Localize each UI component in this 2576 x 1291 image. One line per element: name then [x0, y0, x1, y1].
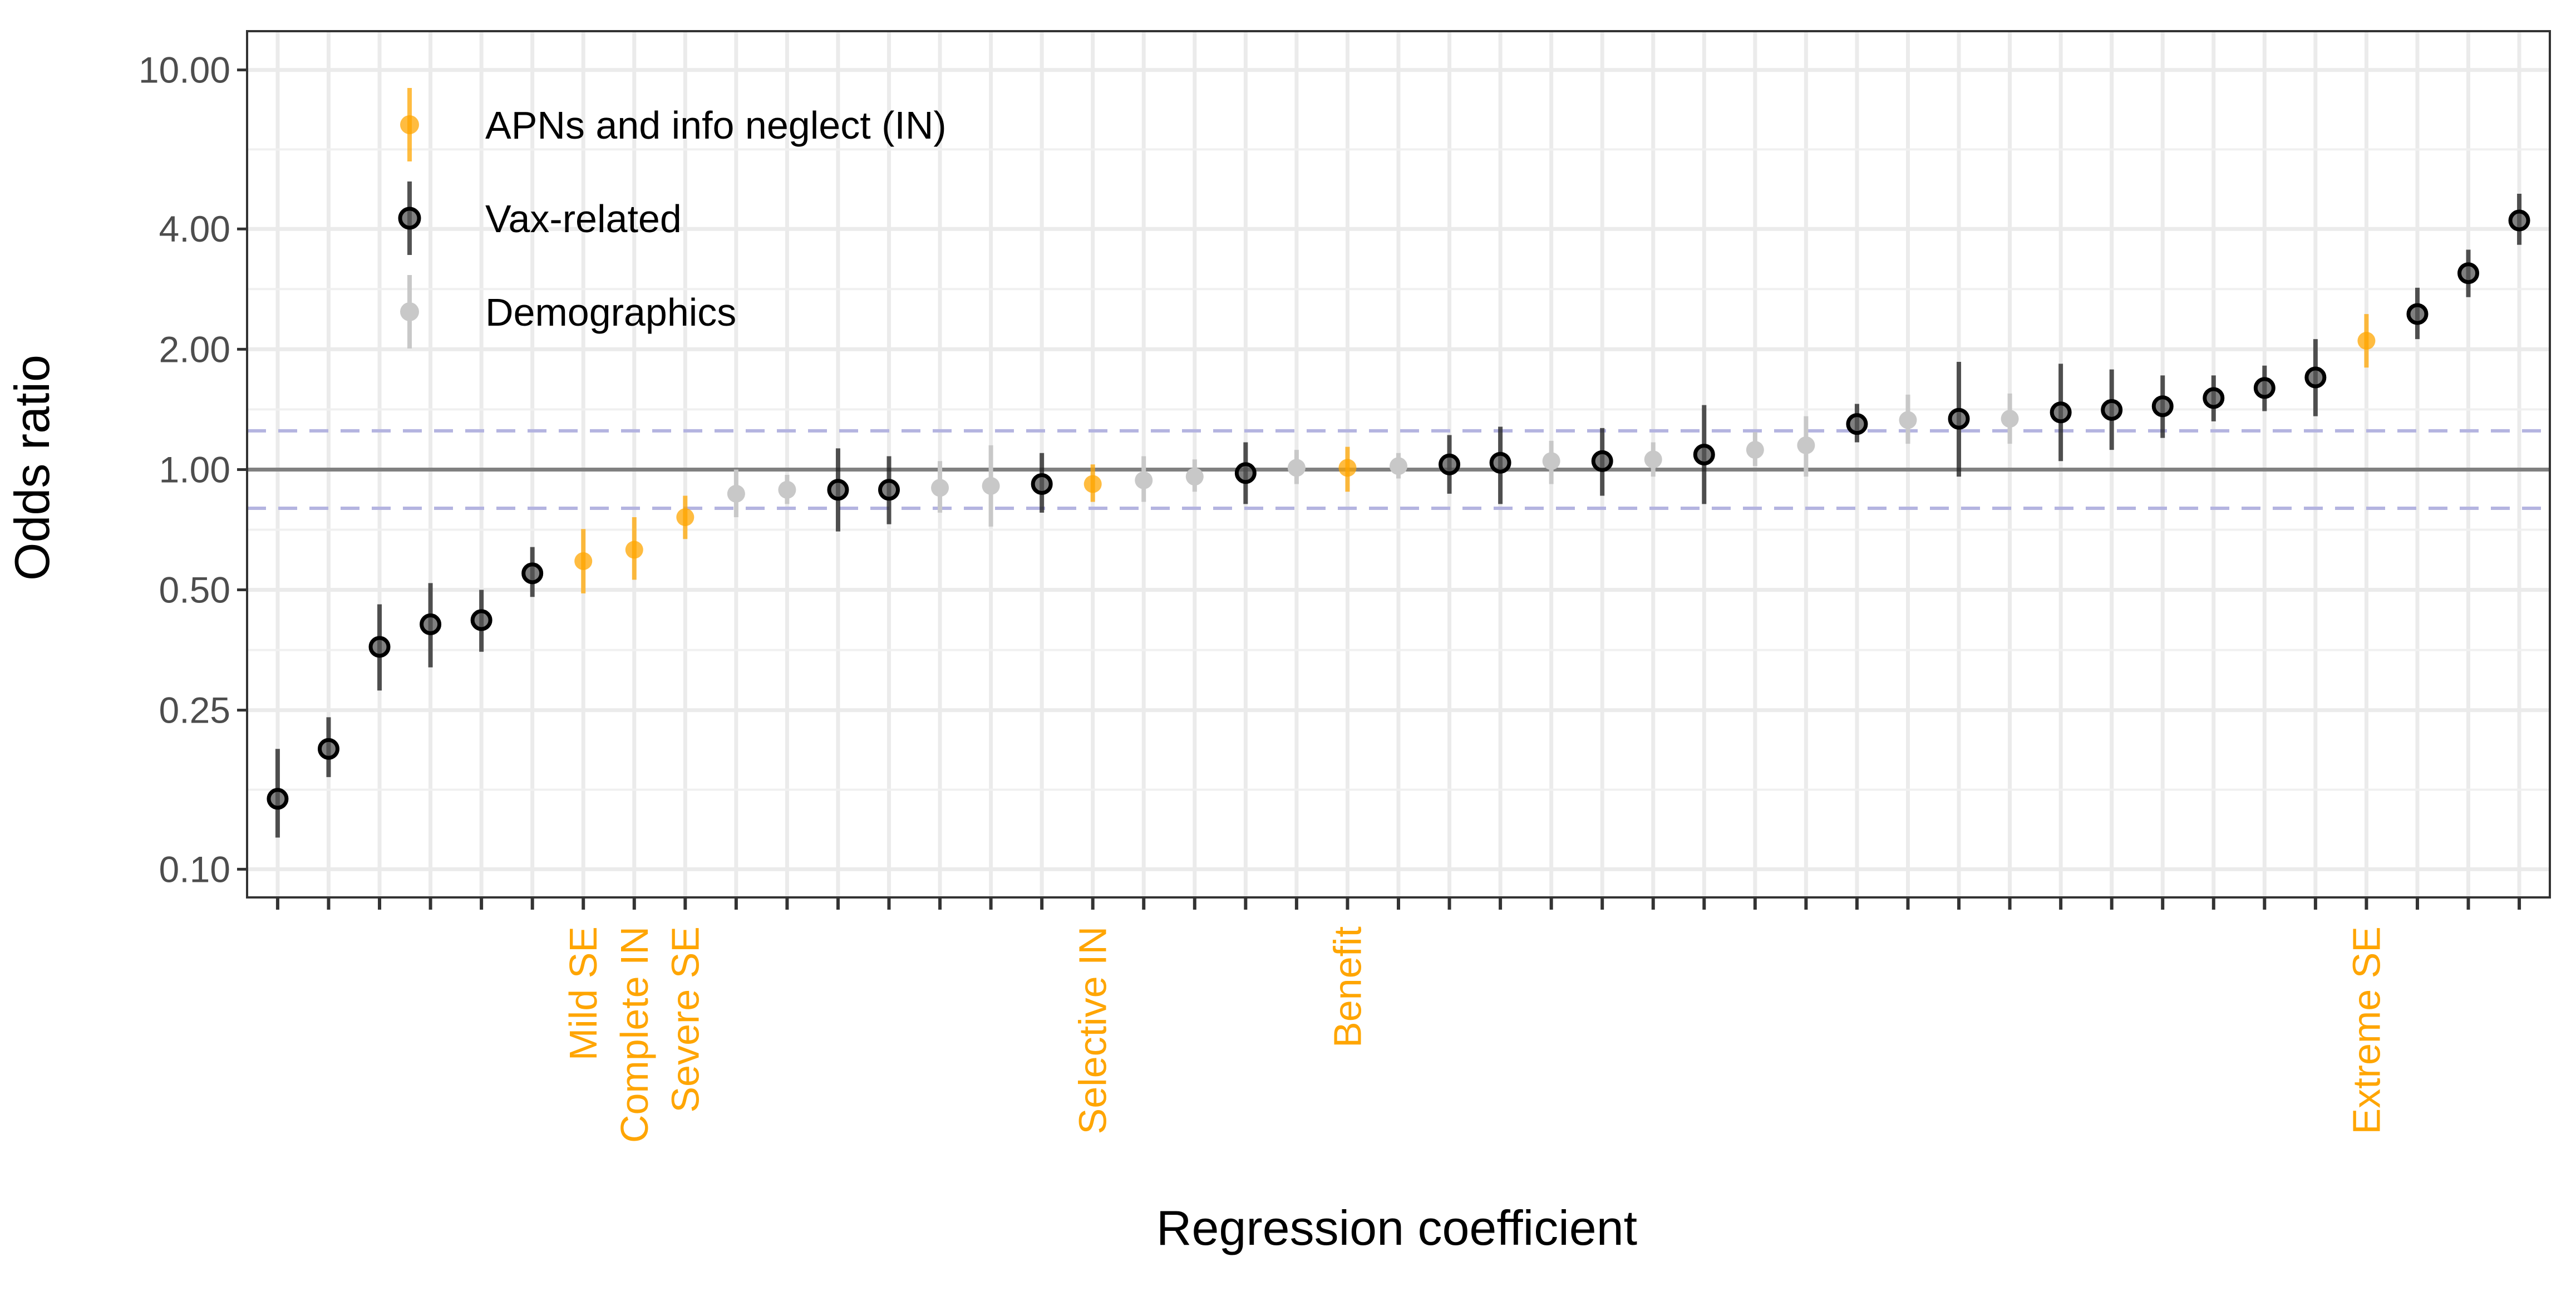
odds-ratio-point: [827, 479, 849, 501]
odds-ratio-point: [2151, 395, 2174, 418]
odds-ratio-point: [267, 788, 289, 810]
odds-ratio-point: [1390, 457, 1407, 475]
odds-ratio-point: [521, 562, 544, 585]
legend-label: APNs and info neglect (IN): [485, 104, 947, 147]
odds-ratio-point: [1439, 453, 1461, 475]
y-tick-label: 0.50: [159, 570, 230, 611]
odds-ratio-point: [420, 613, 442, 635]
odds-ratio-point: [1644, 450, 1662, 469]
y-axis-title: Odds ratio: [4, 355, 60, 581]
odds-ratio-point: [368, 636, 391, 658]
odds-ratio-point: [1746, 441, 1764, 459]
x-tick-label: Complete IN: [613, 926, 656, 1143]
odds-ratio-point: [2050, 401, 2072, 424]
y-tick-label: 10.00: [139, 50, 230, 91]
odds-ratio-point: [878, 479, 900, 501]
odds-ratio-point: [625, 541, 643, 559]
legend-label: Demographics: [485, 291, 736, 334]
legend: APNs and info neglect (IN) Vax-related Dem…: [398, 88, 947, 348]
point-range-marks: [267, 193, 2530, 838]
legend-key-point: [398, 207, 421, 230]
x-tick-label: Extreme SE: [2344, 926, 2388, 1134]
odds-ratio-point: [1489, 451, 1511, 474]
odds-ratio-point: [1031, 473, 1053, 495]
x-tick-label: Benefit: [1326, 926, 1369, 1048]
odds-ratio-point: [574, 552, 593, 570]
y-tick-label: 1.00: [159, 449, 230, 490]
legend-key-point: [400, 302, 419, 321]
odds-ratio-point: [2357, 332, 2376, 350]
odds-ratio-point: [778, 480, 796, 499]
odds-ratio-point: [2203, 387, 2225, 409]
odds-ratio-point: [1234, 462, 1257, 484]
odds-ratio-point: [2457, 262, 2480, 284]
axes: 0.10 0.25 0.50 1.00 2.00 4.00 10.00 Mild SE Comp…: [139, 50, 2521, 1143]
odds-ratio-point: [2001, 410, 2019, 428]
odds-ratio-point: [1846, 413, 1868, 435]
x-tick-label: Mild SE: [562, 926, 605, 1061]
y-tick-label: 0.25: [159, 690, 230, 731]
odds-ratio-point: [982, 477, 1000, 495]
grid-lines: [247, 31, 2550, 897]
odds-ratio-point: [1135, 471, 1153, 489]
x-tick-label: Severe SE: [663, 926, 707, 1113]
odds-ratio-point: [1948, 408, 1970, 430]
odds-ratio-point: [1899, 411, 1917, 429]
odds-ratio-point: [931, 479, 949, 497]
x-axis-title: Regression coefficient: [1156, 1200, 1637, 1255]
odds-ratio-point: [470, 609, 492, 631]
odds-ratio-point: [2406, 303, 2429, 325]
odds-ratio-point: [676, 508, 695, 527]
legend-label: Vax-related: [485, 197, 682, 240]
legend-key-point: [400, 115, 419, 134]
odds-ratio-point: [727, 484, 745, 503]
x-tick-label: Selective IN: [1071, 926, 1115, 1134]
odds-ratio-point: [1287, 459, 1306, 477]
odds-ratio-point: [1797, 436, 1815, 454]
odds-ratio-point: [2253, 377, 2275, 399]
odds-ratio-point: [1185, 468, 1204, 486]
y-tick-label: 4.00: [159, 208, 230, 249]
y-tick-label: 0.10: [159, 848, 230, 890]
odds-ratio-point: [1083, 475, 1102, 493]
odds-ratio-point: [2101, 399, 2123, 421]
odds-ratio-point: [2304, 366, 2327, 389]
y-tick-label: 2.00: [159, 328, 230, 370]
odds-ratio-point: [317, 738, 339, 760]
odds-ratio-point: [1693, 444, 1715, 466]
odds-ratio-point: [1591, 450, 1613, 472]
odds-ratio-point: [1542, 452, 1560, 470]
odds-ratio-point: [1338, 459, 1357, 477]
odds-ratio-point: [2508, 209, 2530, 232]
